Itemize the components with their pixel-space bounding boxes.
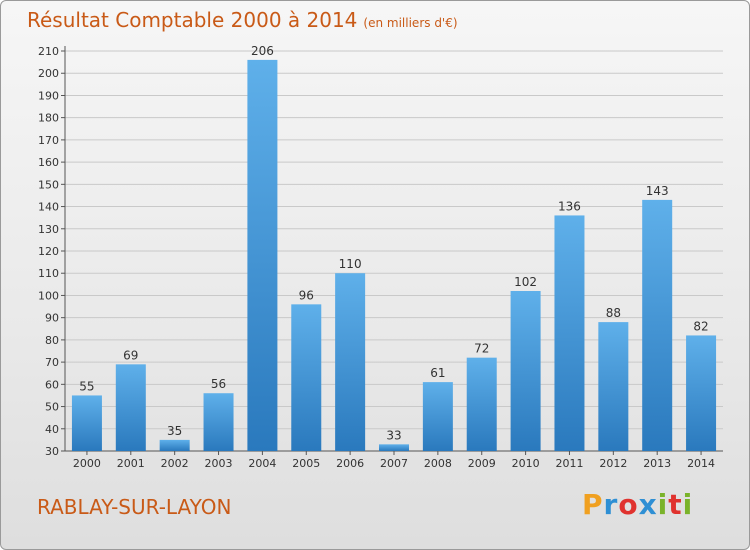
y-tick-label: 40 xyxy=(45,423,59,436)
x-tick-label: 2007 xyxy=(380,457,408,470)
data-label: 69 xyxy=(123,348,138,362)
x-tick-label: 2002 xyxy=(161,457,189,470)
bar xyxy=(686,335,717,451)
bar xyxy=(203,393,234,451)
x-tick-label: 2000 xyxy=(73,457,101,470)
y-tick-label: 70 xyxy=(45,356,59,369)
data-label: 56 xyxy=(211,377,226,391)
y-tick-label: 180 xyxy=(38,112,59,125)
data-label: 102 xyxy=(514,275,537,289)
data-labels: 55 69 35 56 206 96 110 33 61 72 102 136 88 143 82 xyxy=(79,44,708,442)
logo-letter: P xyxy=(582,488,604,521)
bar xyxy=(379,444,409,451)
y-tick-label: 160 xyxy=(38,156,59,169)
y-tick-label: 110 xyxy=(38,267,59,280)
y-tick-label: 50 xyxy=(45,401,59,414)
x-tick-label: 2005 xyxy=(292,457,320,470)
chart-unit: (en milliers d'€) xyxy=(363,16,458,30)
bar xyxy=(159,439,190,451)
chart-title-text: Résultat Comptable 2000 à 2014 xyxy=(27,8,358,32)
bar xyxy=(598,322,629,451)
bar xyxy=(554,215,585,451)
x-tick-label: 2004 xyxy=(248,457,276,470)
y-tick-label: 120 xyxy=(38,245,59,258)
data-label: 206 xyxy=(251,44,274,58)
y-tick-label: 90 xyxy=(45,312,59,325)
y-tick-label: 80 xyxy=(45,334,59,347)
x-tick-label: 2009 xyxy=(468,457,496,470)
bar xyxy=(642,199,673,451)
logo-letter: i xyxy=(682,488,694,521)
y-tick-label: 100 xyxy=(38,289,59,302)
data-label: 82 xyxy=(693,319,708,333)
bar xyxy=(422,382,453,451)
logo-letter: i xyxy=(657,488,669,521)
x-tick-label: 2001 xyxy=(117,457,145,470)
y-tick-label: 200 xyxy=(38,67,59,80)
bar xyxy=(510,291,541,451)
data-label: 33 xyxy=(386,428,401,442)
data-label: 143 xyxy=(646,184,669,198)
logo-letter: o xyxy=(618,488,639,521)
y-tick-label: 210 xyxy=(38,45,59,58)
data-label: 61 xyxy=(430,366,445,380)
x-tick-label: 2003 xyxy=(205,457,233,470)
x-tick-label: 2012 xyxy=(599,457,627,470)
x-tick-label: 2010 xyxy=(512,457,540,470)
data-label: 96 xyxy=(299,288,314,302)
logo-letter: r xyxy=(603,488,619,521)
bar xyxy=(291,304,322,451)
bar xyxy=(466,357,497,451)
chart-title: Résultat Comptable 2000 à 2014 (en millie… xyxy=(27,8,458,32)
tick-labels: 30 40 50 60 70 80 90 100 110 120 130 140 150 160 170 18… xyxy=(38,45,715,470)
y-tick-label: 170 xyxy=(38,134,59,147)
data-label: 55 xyxy=(79,379,94,393)
y-tick-label: 30 xyxy=(45,445,59,458)
y-tick-label: 130 xyxy=(38,223,59,236)
proxiti-logo[interactable]: Proxiti xyxy=(582,488,693,521)
bar xyxy=(335,273,366,451)
x-tick-label: 2008 xyxy=(424,457,452,470)
bars xyxy=(71,59,717,452)
y-tick-label: 190 xyxy=(38,89,59,102)
y-tick-label: 150 xyxy=(38,178,59,191)
bar xyxy=(247,59,278,452)
y-tick-label: 60 xyxy=(45,378,59,391)
data-label: 88 xyxy=(606,306,621,320)
bar xyxy=(71,395,102,451)
x-tick-label: 2014 xyxy=(687,457,715,470)
bar xyxy=(115,364,146,451)
x-tick-label: 2013 xyxy=(643,457,671,470)
x-tick-label: 2006 xyxy=(336,457,364,470)
data-label: 110 xyxy=(339,257,362,271)
data-label: 136 xyxy=(558,199,581,213)
y-tick-label: 140 xyxy=(38,201,59,214)
data-label: 72 xyxy=(474,342,489,356)
town-name: RABLAY-SUR-LAYON xyxy=(37,495,232,519)
logo-letter: t xyxy=(668,488,683,521)
logo-letter: x xyxy=(638,488,658,521)
x-tick-label: 2011 xyxy=(555,457,583,470)
data-label: 35 xyxy=(167,424,182,438)
